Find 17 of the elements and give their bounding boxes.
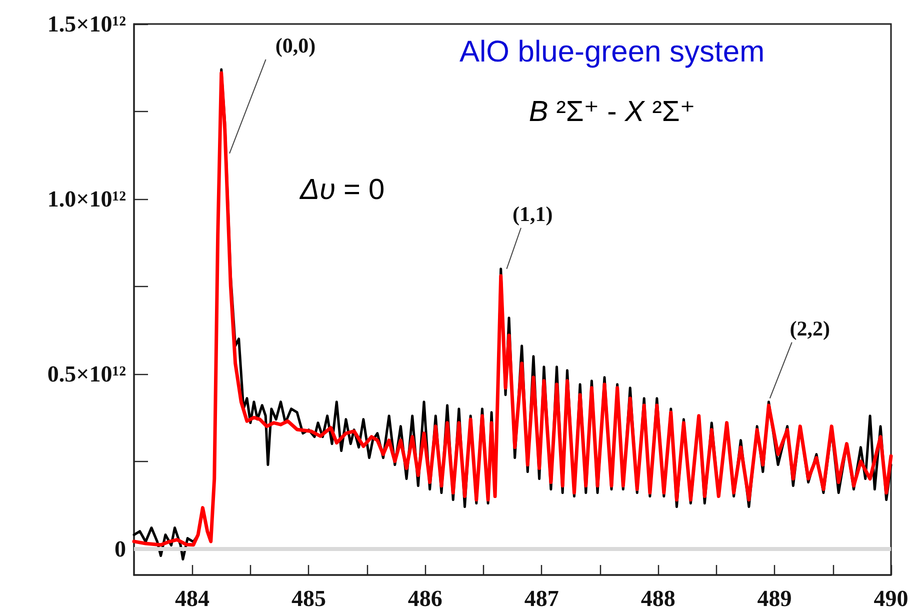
x-tick-label: 489 — [757, 586, 792, 611]
x-tick-label: 484 — [174, 586, 210, 611]
y-tick-label: 1.5×10¹² — [47, 12, 126, 36]
x-tick-label: 485 — [291, 586, 326, 611]
x-tick-label: 488 — [640, 586, 676, 611]
annotation: (2,2) — [790, 316, 830, 340]
x-tick-label: 490 — [874, 586, 908, 611]
y-tick-label: 0.5×10¹² — [47, 361, 126, 386]
annotation: (1,1) — [512, 202, 553, 226]
annotation: AlO blue-green system — [459, 36, 765, 68]
y-tick-label: 0 — [114, 536, 126, 562]
y-tick-label: 1.0×10¹² — [47, 186, 126, 212]
annotation: Δυ = 0 — [299, 174, 385, 206]
x-tick-label: 487 — [524, 586, 559, 611]
annotation: B ²Σ⁺ - X ²Σ⁺ — [528, 96, 696, 128]
x-tick-label: 486 — [408, 586, 442, 611]
annotation: (0,0) — [275, 33, 316, 58]
